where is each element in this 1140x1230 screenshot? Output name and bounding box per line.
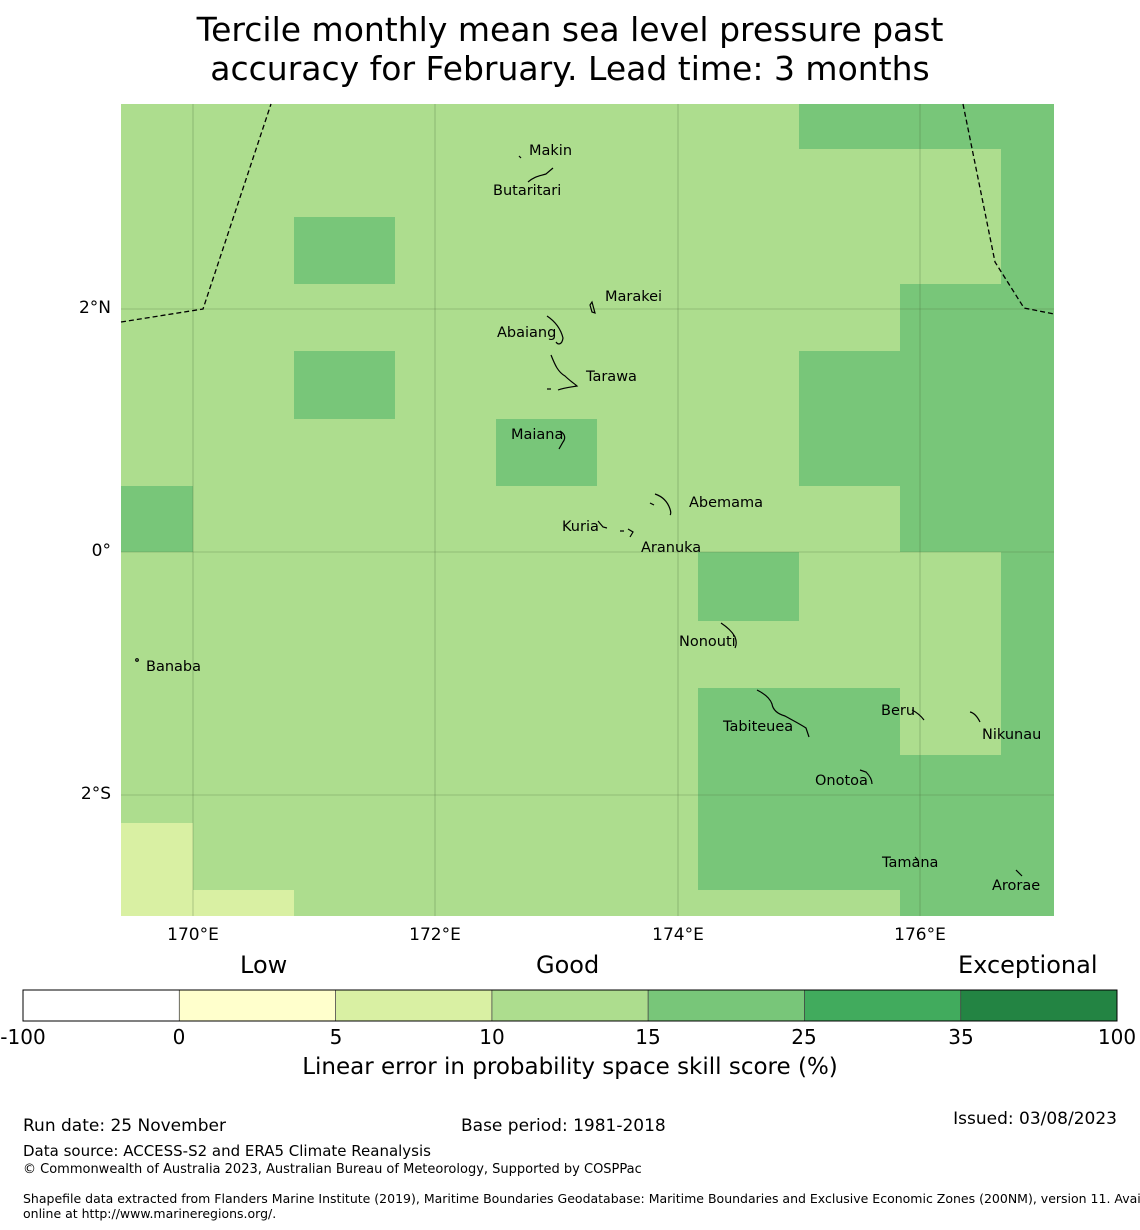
colorbar xyxy=(22,989,1118,1022)
shapefile-credit-line-1: Shapefile data extracted from Flanders M… xyxy=(23,1191,1140,1206)
colorbar-segment xyxy=(648,990,805,1021)
issued-date: Issued: 03/08/2023 xyxy=(953,1109,1117,1129)
place-label: Maiana xyxy=(511,427,563,443)
shapefile-credit-line-2: online at http://www.marineregions.org/. xyxy=(23,1206,277,1221)
place-label: Banaba xyxy=(146,659,201,675)
place-label: Nikunau xyxy=(982,727,1041,743)
colorbar-tick: 10 xyxy=(479,1025,505,1049)
lon-label: 174°E xyxy=(652,925,704,945)
copyright: © Commonwealth of Australia 2023, Austra… xyxy=(23,1162,642,1177)
place-label: Tabiteuea xyxy=(722,719,793,735)
place-label: Arorae xyxy=(992,878,1040,894)
title-line-1: Tercile monthly mean sea level pressure … xyxy=(196,10,944,49)
lat-label: 0° xyxy=(91,541,111,561)
base-period: Base period: 1981-2018 xyxy=(461,1116,666,1136)
colorbar-segment xyxy=(335,990,492,1021)
place-label: Marakei xyxy=(605,289,662,305)
skill-cells-15-25 xyxy=(121,104,1054,916)
colorbar-tick: 25 xyxy=(791,1025,817,1049)
colorbar-tick: 0 xyxy=(172,1025,186,1049)
colorbar-segment xyxy=(804,990,961,1021)
place-label: Beru xyxy=(881,703,915,719)
colorbar-segment xyxy=(491,990,649,1021)
place-label: Abemama xyxy=(689,495,763,511)
eez-boundaries xyxy=(120,103,1055,323)
colorbar-tick: 100 xyxy=(1097,1025,1137,1049)
place-label: Nonouti xyxy=(679,634,736,650)
title-line-2: accuracy for February. Lead time: 3 mont… xyxy=(210,49,930,88)
place-label: Kuria xyxy=(562,519,599,535)
colorbar-tick: -100 xyxy=(0,1025,46,1049)
island-outlines xyxy=(135,155,1023,877)
place-labels: Makin Butaritari Marakei Abaiang Tarawa … xyxy=(146,143,1041,894)
lon-label: 172°E xyxy=(409,925,461,945)
skill-cells-5-10 xyxy=(121,823,294,916)
category-good: Good xyxy=(536,951,600,979)
colorbar-segment xyxy=(23,990,180,1021)
place-label: Tarawa xyxy=(585,369,637,385)
place-label: Abaiang xyxy=(497,325,556,341)
run-date: Run date: 25 November xyxy=(23,1116,226,1136)
lat-label: 2°S xyxy=(80,784,111,804)
place-label: Butaritari xyxy=(493,183,561,199)
lon-label: 170°E xyxy=(167,925,219,945)
category-low: Low xyxy=(240,951,288,979)
colorbar-segment xyxy=(960,990,1117,1021)
colorbar-segment xyxy=(179,990,336,1021)
colorbar-label: Linear error in probability space skill … xyxy=(302,1054,838,1080)
lat-label: 2°N xyxy=(78,298,111,318)
colorbar-tick: 35 xyxy=(948,1025,974,1049)
colorbar-tick: 5 xyxy=(329,1025,343,1049)
shapefile-credit: Shapefile data extracted from Flanders M… xyxy=(23,1191,1140,1221)
place-label: Tamana xyxy=(881,855,938,871)
data-source: Data source: ACCESS-S2 and ERA5 Climate … xyxy=(23,1142,431,1160)
place-label: Onotoa xyxy=(815,773,868,789)
category-exceptional: Exceptional xyxy=(958,951,1098,979)
place-label: Aranuka xyxy=(641,540,701,556)
place-label: Makin xyxy=(529,143,572,159)
chart-title: Tercile monthly mean sea level pressure … xyxy=(0,10,1140,88)
lon-label: 176°E xyxy=(894,925,946,945)
colorbar-tick: 15 xyxy=(635,1025,661,1049)
graticule xyxy=(121,104,1054,916)
